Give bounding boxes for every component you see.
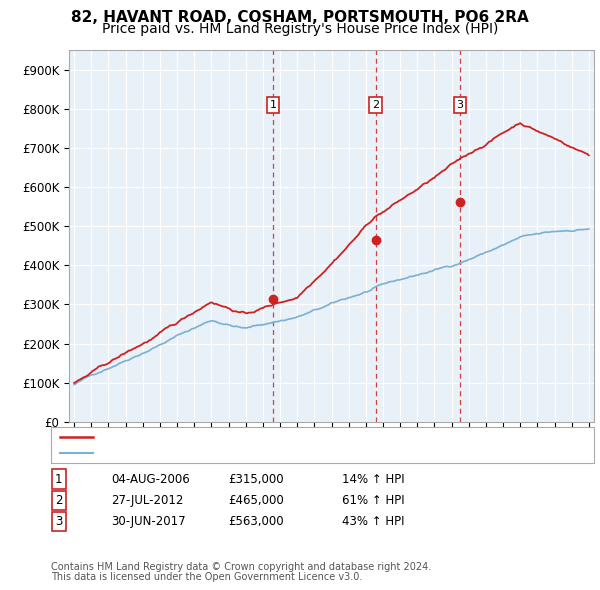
- Text: 43% ↑ HPI: 43% ↑ HPI: [342, 515, 404, 528]
- Text: 2: 2: [372, 100, 379, 110]
- Text: 82, HAVANT ROAD, COSHAM, PORTSMOUTH, PO6 2RA: 82, HAVANT ROAD, COSHAM, PORTSMOUTH, PO6…: [71, 10, 529, 25]
- Text: HPI: Average price, detached house, Portsmouth: HPI: Average price, detached house, Port…: [99, 448, 370, 458]
- Text: 2: 2: [55, 494, 62, 507]
- Text: 1: 1: [269, 100, 277, 110]
- Text: 14% ↑ HPI: 14% ↑ HPI: [342, 473, 404, 486]
- Text: 27-JUL-2012: 27-JUL-2012: [111, 494, 184, 507]
- Text: £465,000: £465,000: [228, 494, 284, 507]
- Text: 1: 1: [55, 473, 62, 486]
- Text: Price paid vs. HM Land Registry's House Price Index (HPI): Price paid vs. HM Land Registry's House …: [102, 22, 498, 37]
- Text: 04-AUG-2006: 04-AUG-2006: [111, 473, 190, 486]
- Text: £315,000: £315,000: [228, 473, 284, 486]
- Text: 82, HAVANT ROAD, COSHAM, PORTSMOUTH, PO6 2RA (detached house): 82, HAVANT ROAD, COSHAM, PORTSMOUTH, PO6…: [99, 432, 499, 442]
- Text: 3: 3: [457, 100, 464, 110]
- Text: 61% ↑ HPI: 61% ↑ HPI: [342, 494, 404, 507]
- Text: £563,000: £563,000: [228, 515, 284, 528]
- Text: 30-JUN-2017: 30-JUN-2017: [111, 515, 185, 528]
- Text: Contains HM Land Registry data © Crown copyright and database right 2024.: Contains HM Land Registry data © Crown c…: [51, 562, 431, 572]
- Text: This data is licensed under the Open Government Licence v3.0.: This data is licensed under the Open Gov…: [51, 572, 362, 582]
- Text: 3: 3: [55, 515, 62, 528]
